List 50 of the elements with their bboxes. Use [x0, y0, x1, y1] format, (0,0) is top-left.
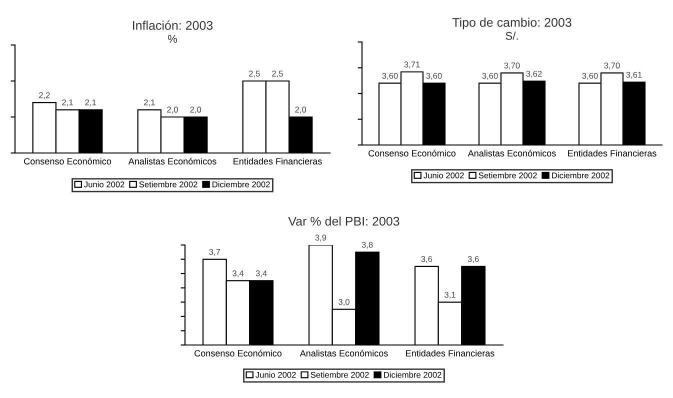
chart-subtitle: S/.	[506, 32, 518, 40]
legend-label: Junio 2002	[84, 181, 124, 188]
data-label: 2,1	[62, 99, 73, 106]
x-tick-label: Consenso Económico	[194, 350, 282, 356]
data-label: 2,5	[249, 70, 260, 78]
legend-label: Junio 2002	[256, 372, 296, 378]
x-tick-label: Entidades Financieras	[406, 350, 494, 356]
data-label: 3,1	[444, 292, 456, 299]
legend-label: Setiembre 2002	[310, 372, 369, 378]
data-label: 3,62	[526, 70, 542, 78]
data-label: 3,9	[315, 234, 326, 242]
x-tick-label: Analistas Económicos	[300, 350, 388, 356]
data-label: 3,6	[421, 256, 432, 263]
x-tick-label: Analistas Económicos	[468, 150, 556, 156]
data-label: 2,0	[167, 106, 178, 114]
data-label: 2,2	[39, 92, 50, 100]
data-label: 3,4	[256, 270, 267, 278]
data-label: 3,60	[426, 72, 442, 80]
legend-label: Setiembre 2002	[478, 172, 537, 178]
chart-title: Inflación: 2003	[133, 20, 213, 30]
chart-title: Tipo de cambio: 2003	[452, 18, 572, 30]
data-label: 2,1	[85, 99, 96, 106]
data-label: 3,7	[209, 248, 220, 256]
data-label: 3,60	[482, 72, 498, 80]
x-tick-label: Consenso Económico	[368, 150, 456, 156]
data-label: 3,60	[582, 72, 598, 80]
data-label: 2,0	[190, 106, 202, 114]
legend-label: Junio 2002	[424, 172, 464, 178]
x-tick-label: Analistas Económicos	[128, 158, 216, 164]
data-label: 3,0	[338, 298, 350, 306]
data-label: 3,6	[468, 256, 479, 263]
x-tick-label: Entidades Financieras	[234, 158, 322, 164]
data-label: 3,4	[232, 270, 244, 278]
data-label: 3,70	[604, 62, 620, 70]
data-label: 2,5	[272, 70, 283, 78]
data-label: 3,61	[626, 72, 642, 79]
data-label: 3,71	[404, 62, 420, 68]
chart-title: Var % del PBI: 2003	[288, 216, 400, 226]
chart-subtitle: %	[168, 34, 178, 43]
data-label: 3,60	[382, 72, 398, 80]
legend-label: Diciembre 2002	[384, 372, 442, 378]
data-label: 2,0	[295, 106, 306, 114]
data-label: 2,1	[144, 99, 155, 106]
x-tick-label: Entidades Financieras	[568, 150, 656, 156]
x-tick-label: Consenso Económico	[24, 158, 112, 164]
legend-label: Diciembre 2002	[552, 172, 610, 178]
legend-label: Diciembre 2002	[212, 181, 270, 188]
legend-label: Setiembre 2002	[139, 181, 198, 188]
data-label: 3,8	[362, 242, 373, 249]
data-label: 3,70	[504, 62, 520, 70]
